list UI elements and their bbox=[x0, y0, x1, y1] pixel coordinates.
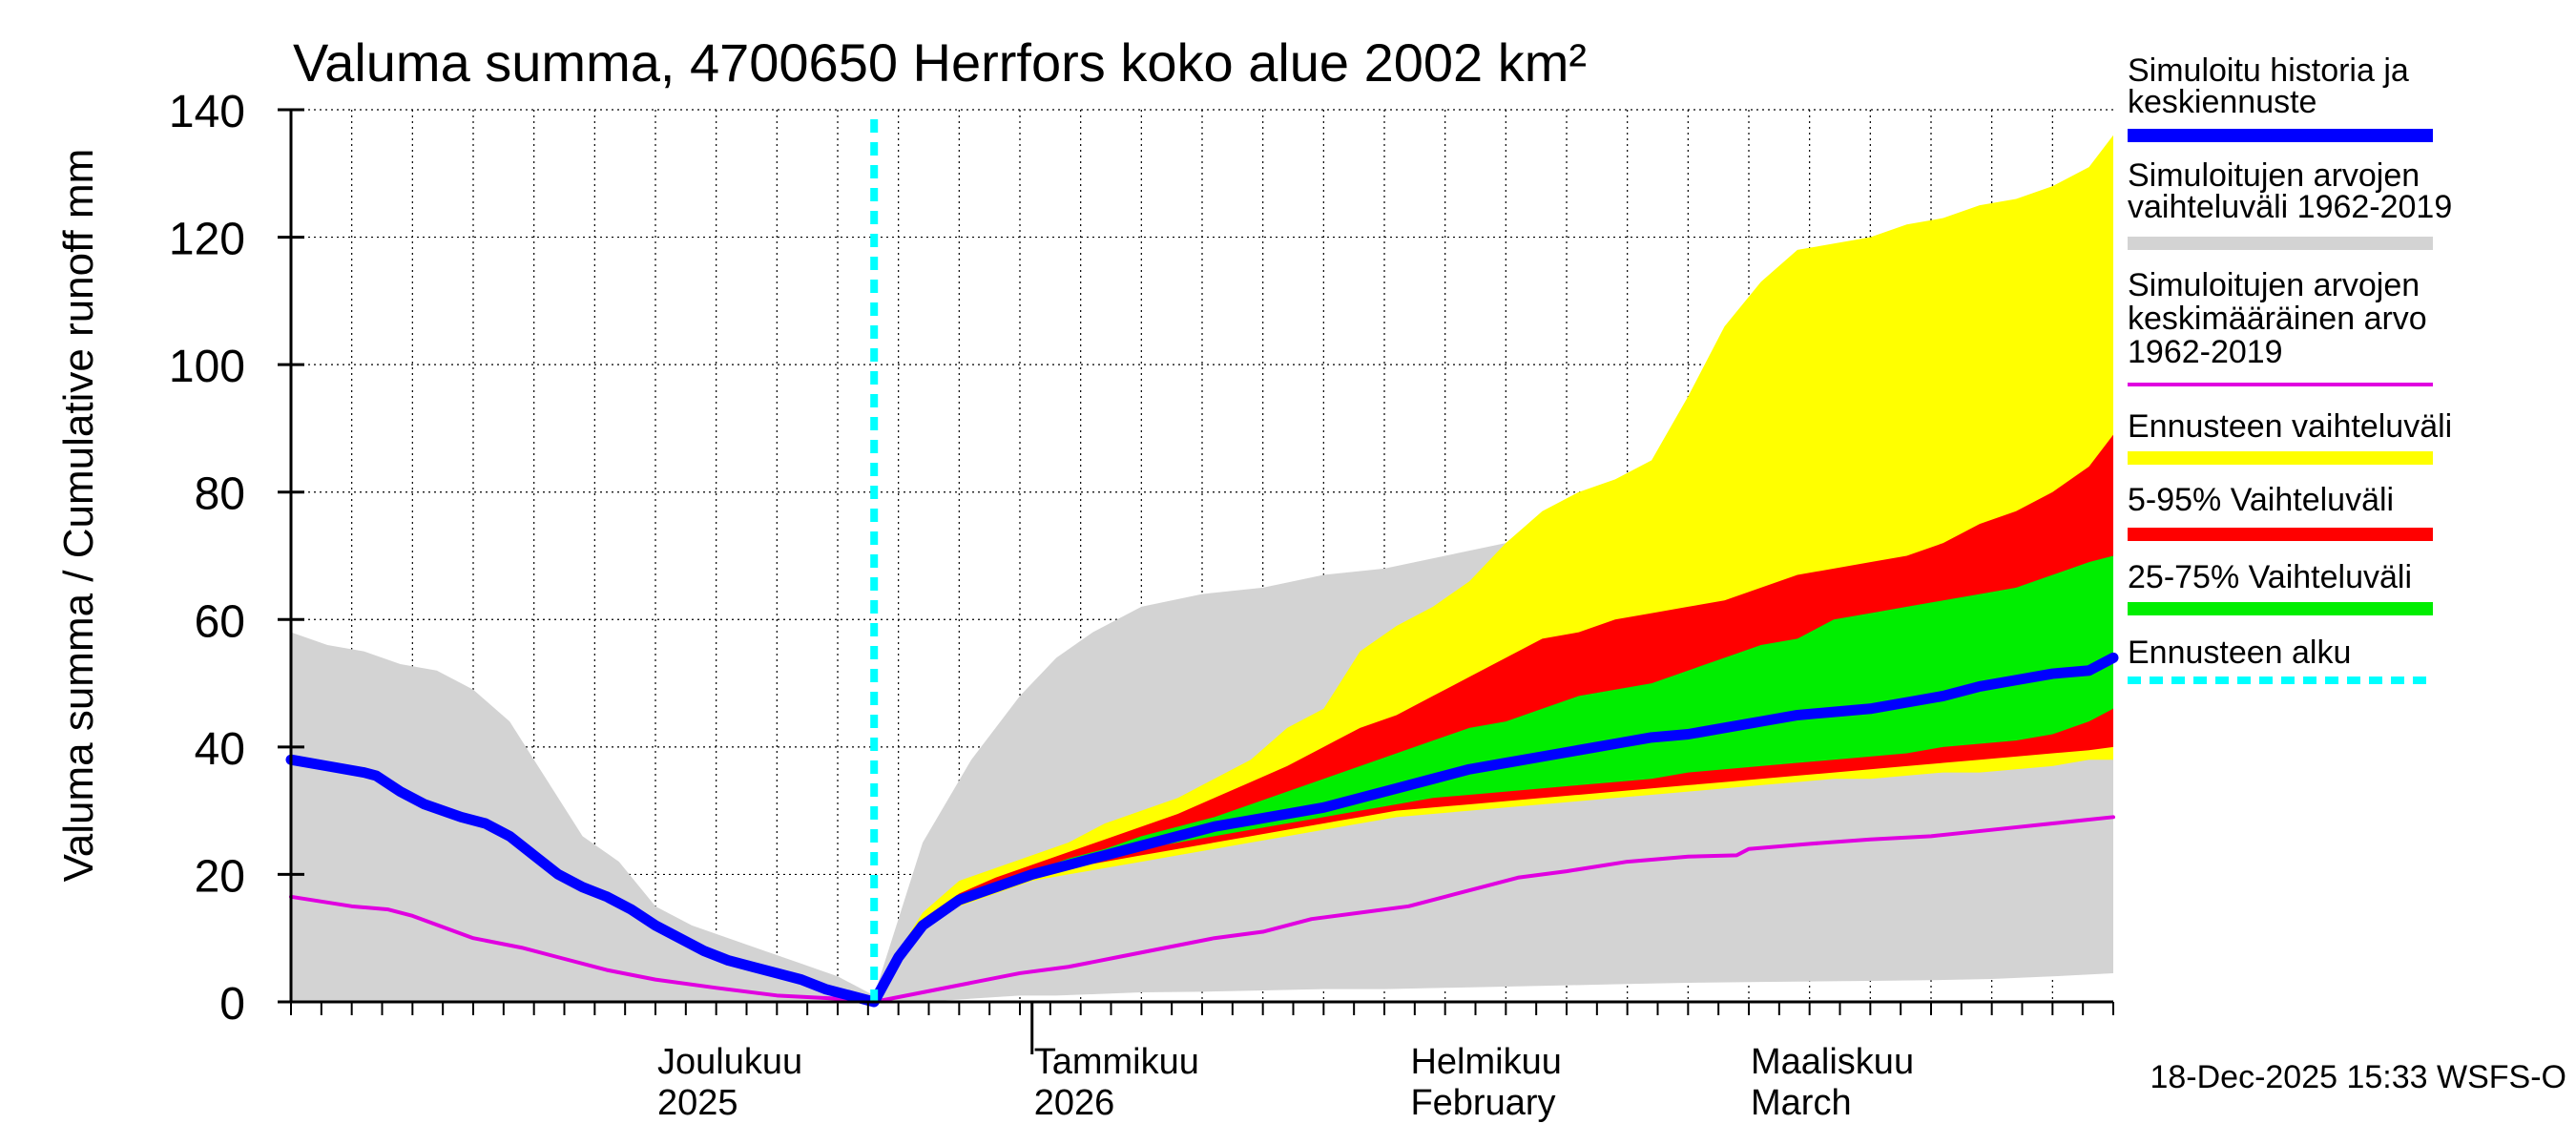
line-sim_history_and_forecast bbox=[285, 652, 2119, 1008]
legend-label: 1962-2019 bbox=[2128, 334, 2283, 370]
legend-label: keskiennuste bbox=[2128, 84, 2316, 120]
legend-label: Ennusteen alku bbox=[2128, 635, 2351, 671]
chart-lines bbox=[285, 119, 2119, 1008]
y-tick-label: 120 bbox=[169, 215, 245, 265]
y-tick-label: 40 bbox=[195, 724, 245, 775]
month-label-secondary: 2026 bbox=[1034, 1083, 1115, 1123]
month-label: Tammikuu bbox=[1034, 1042, 1199, 1082]
month-label-secondary: February bbox=[1410, 1083, 1555, 1123]
legend-label: keskimääräinen arvo bbox=[2128, 301, 2427, 337]
y-tick-label: 0 bbox=[219, 979, 245, 1030]
chart-title: Valuma summa, 4700650 Herrfors koko alue… bbox=[293, 32, 1587, 93]
legend-label: Ennusteen vaihteluväli bbox=[2128, 408, 2452, 445]
band-forecast_range bbox=[874, 135, 2114, 1002]
line-hist_mean bbox=[289, 815, 2115, 1004]
legend-label: Simuloitu historia ja bbox=[2128, 52, 2409, 89]
legend-label: vaihteluväli 1962-2019 bbox=[2128, 189, 2452, 225]
y-tick-label: 20 bbox=[195, 851, 245, 902]
y-axis-label: Valuma summa / Cumulative runoff mm bbox=[55, 149, 102, 883]
band-range_5_95 bbox=[874, 434, 2114, 1002]
month-label-secondary: March bbox=[1751, 1083, 1852, 1123]
legend-label: 25-75% Vaihteluväli bbox=[2128, 559, 2412, 595]
legend-label: Simuloitujen arvojen bbox=[2128, 157, 2420, 194]
y-tick-label: 100 bbox=[169, 342, 245, 392]
chart-areas bbox=[291, 135, 2114, 1002]
month-label: Helmikuu bbox=[1410, 1042, 1561, 1082]
month-label-secondary: 2025 bbox=[657, 1083, 738, 1123]
band-range_25_75 bbox=[874, 555, 2114, 1002]
y-tick-label: 60 bbox=[195, 596, 245, 647]
legend-label: Simuloitujen arvojen bbox=[2128, 267, 2420, 303]
y-tick-label: 80 bbox=[195, 469, 245, 520]
month-label: Maaliskuu bbox=[1751, 1042, 1914, 1082]
timestamp: 18-Dec-2025 15:33 WSFS-O bbox=[2150, 1059, 2566, 1095]
month-label: Joulukuu bbox=[657, 1042, 802, 1082]
legend-label: 5-95% Vaihteluväli bbox=[2128, 482, 2394, 518]
y-tick-label: 140 bbox=[169, 87, 245, 137]
